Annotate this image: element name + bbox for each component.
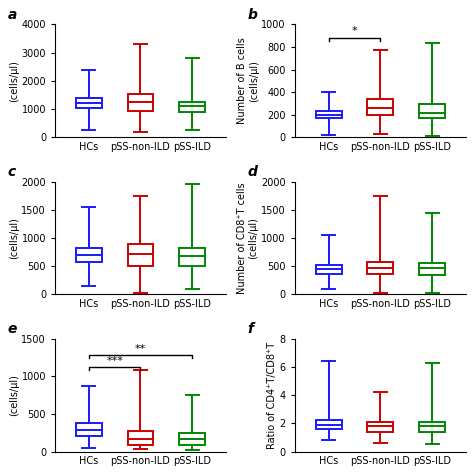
- Text: c: c: [7, 165, 16, 179]
- Bar: [76, 248, 101, 262]
- Bar: [179, 433, 205, 446]
- Bar: [419, 264, 445, 274]
- Y-axis label: (cells/μl): (cells/μl): [9, 374, 18, 416]
- Text: a: a: [7, 8, 17, 22]
- Bar: [179, 102, 205, 112]
- Bar: [367, 422, 393, 432]
- Y-axis label: Number of CD8⁺T cells
(cells/μl): Number of CD8⁺T cells (cells/μl): [237, 182, 258, 294]
- Bar: [128, 244, 154, 266]
- Text: ***: ***: [106, 356, 123, 366]
- Bar: [419, 104, 445, 118]
- Bar: [419, 422, 445, 432]
- Bar: [316, 111, 341, 118]
- Bar: [367, 99, 393, 115]
- Text: d: d: [247, 165, 257, 179]
- Bar: [76, 98, 101, 108]
- Bar: [316, 264, 341, 273]
- Y-axis label: Number of B cells
(cells/μl): Number of B cells (cells/μl): [237, 37, 259, 124]
- Text: e: e: [7, 322, 17, 337]
- Text: f: f: [247, 322, 253, 337]
- Bar: [76, 423, 101, 437]
- Bar: [128, 93, 154, 110]
- Y-axis label: (cells/μl): (cells/μl): [9, 217, 18, 259]
- Bar: [179, 248, 205, 266]
- Bar: [128, 431, 154, 446]
- Bar: [367, 262, 393, 273]
- Text: *: *: [352, 27, 357, 36]
- Text: **: **: [135, 344, 146, 354]
- Y-axis label: (cells/μl): (cells/μl): [9, 60, 18, 102]
- Bar: [316, 420, 341, 429]
- Text: b: b: [247, 8, 257, 22]
- Y-axis label: Ratio of CD4⁺T/CD8⁺T: Ratio of CD4⁺T/CD8⁺T: [267, 341, 277, 448]
